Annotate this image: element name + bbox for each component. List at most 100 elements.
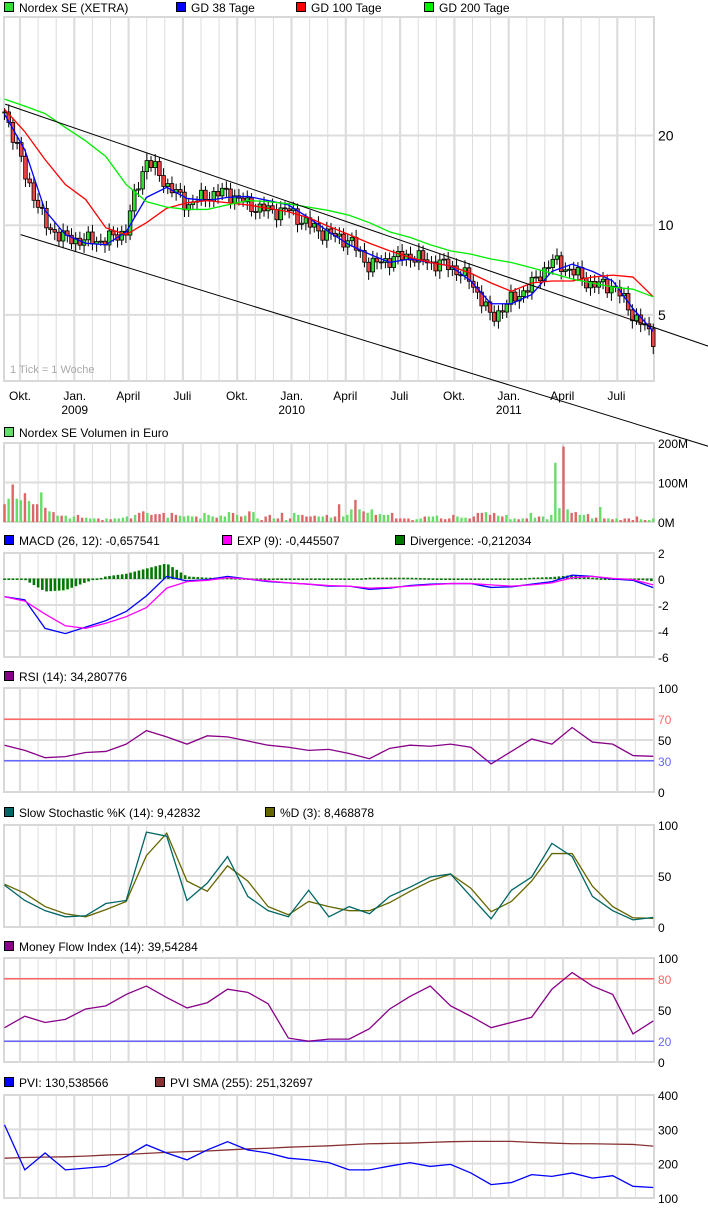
volume-bar bbox=[525, 518, 528, 522]
candle-body bbox=[169, 183, 175, 194]
volume-bar bbox=[647, 520, 651, 522]
legend-label: Slow Stochastic %K (14): 9,42832 bbox=[19, 806, 201, 820]
divergence-bar bbox=[549, 577, 552, 579]
candle bbox=[203, 186, 208, 207]
y-tick-label: -4 bbox=[658, 625, 669, 639]
candle-body bbox=[546, 267, 551, 269]
divergence-bar bbox=[335, 578, 338, 580]
volume-bar bbox=[48, 511, 51, 522]
y-tick-label: 5 bbox=[658, 307, 666, 323]
divergence-bar bbox=[461, 578, 464, 580]
volume-bar bbox=[390, 512, 394, 522]
divergence-bar bbox=[78, 578, 82, 585]
y-tick-label: 300 bbox=[658, 1123, 678, 1137]
divergence-bar bbox=[36, 578, 40, 588]
x-year-label: 2009 bbox=[61, 403, 88, 417]
candle bbox=[500, 303, 505, 319]
tick-note: 1 Tick = 1 Woche bbox=[10, 364, 94, 376]
divergence-bar bbox=[431, 578, 435, 580]
volume-bar bbox=[146, 512, 149, 522]
volume-bar bbox=[427, 516, 431, 522]
candle-body bbox=[69, 234, 74, 245]
candle-body bbox=[538, 276, 543, 282]
divergence-bar bbox=[41, 578, 44, 590]
candle bbox=[349, 232, 355, 247]
slow-stochastic-k-14-line bbox=[4, 831, 654, 921]
volume-bar bbox=[382, 514, 386, 522]
divergence-bar bbox=[99, 577, 103, 580]
candle-body bbox=[441, 258, 447, 261]
legend-label: %D (3): 8,468878 bbox=[280, 806, 374, 820]
divergence-bar bbox=[53, 578, 57, 591]
y-tick-label: -6 bbox=[658, 651, 669, 665]
candle-body bbox=[512, 291, 518, 302]
candle-body bbox=[282, 207, 288, 210]
volume-bar bbox=[137, 512, 141, 522]
volume-bar bbox=[280, 512, 284, 522]
divergence-bar bbox=[519, 578, 523, 580]
volume-bar bbox=[509, 519, 512, 522]
trend-line bbox=[20, 234, 708, 447]
divergence-bar bbox=[372, 577, 376, 580]
volume-bar bbox=[476, 512, 480, 522]
candle-body bbox=[579, 267, 585, 279]
candle-body bbox=[508, 291, 514, 305]
divergence-bar bbox=[280, 578, 284, 580]
divergence-bar bbox=[650, 578, 653, 582]
candle-body bbox=[203, 189, 208, 200]
volume-bar bbox=[235, 514, 239, 522]
x-tick-label: Juli bbox=[607, 389, 625, 403]
legend-label: PVI SMA (255): 251,32697 bbox=[170, 1076, 313, 1090]
volume-bar bbox=[129, 518, 133, 522]
divergence-bar bbox=[356, 578, 359, 580]
divergence-bar bbox=[456, 578, 460, 580]
divergence-bar bbox=[66, 578, 69, 590]
volume-bar bbox=[374, 514, 378, 522]
volume-bar bbox=[268, 514, 271, 522]
pvi-line bbox=[3, 1124, 654, 1189]
volume-bar bbox=[631, 520, 635, 522]
volume-bar bbox=[284, 520, 288, 522]
y-tick-label: 70 bbox=[658, 713, 672, 727]
candle-body bbox=[600, 278, 606, 283]
candle-body bbox=[144, 160, 150, 172]
volume-bar bbox=[113, 518, 116, 522]
volume-bar bbox=[623, 518, 626, 522]
legend-label: PVI: 130,538566 bbox=[19, 1076, 109, 1090]
candle-body bbox=[14, 141, 20, 144]
volume-bar bbox=[101, 520, 104, 522]
divergence-bar bbox=[540, 577, 544, 579]
volume-bar bbox=[248, 511, 251, 522]
divergence-bar bbox=[330, 578, 334, 580]
divergence-bar bbox=[444, 578, 447, 580]
candle bbox=[533, 270, 539, 283]
volume-bar bbox=[166, 517, 169, 522]
volume-bar bbox=[550, 514, 553, 522]
volume-bar bbox=[529, 512, 533, 522]
y-tick-label: 0 bbox=[658, 573, 665, 587]
candle bbox=[219, 182, 225, 201]
legend-label: Nordex SE Volumen in Euro bbox=[19, 426, 169, 440]
candle-body bbox=[466, 267, 472, 282]
candle-body bbox=[433, 261, 438, 272]
candle-body bbox=[295, 208, 300, 225]
volume-bar bbox=[84, 517, 88, 522]
candle-body bbox=[52, 229, 57, 233]
volume-bar bbox=[301, 514, 304, 522]
divergence-bar bbox=[322, 578, 326, 580]
volume-bar bbox=[150, 514, 153, 522]
legend-swatch bbox=[222, 535, 232, 545]
y-tick-label: 0 bbox=[658, 786, 665, 800]
volume-bar bbox=[60, 515, 63, 522]
volume-bar bbox=[362, 511, 365, 522]
divergence-bar bbox=[179, 572, 183, 579]
volume-bar bbox=[505, 514, 508, 522]
rsi-panel: 100 70 50 30 0 RSI (14): 34,280776 bbox=[3, 670, 678, 800]
divergence-bar bbox=[125, 573, 128, 579]
candle-body bbox=[437, 259, 443, 272]
candle bbox=[295, 203, 300, 233]
x-tick-label: Okt. bbox=[9, 389, 31, 403]
candle bbox=[521, 285, 526, 303]
candle bbox=[169, 176, 175, 198]
x-tick-label: Jan. bbox=[280, 389, 303, 403]
